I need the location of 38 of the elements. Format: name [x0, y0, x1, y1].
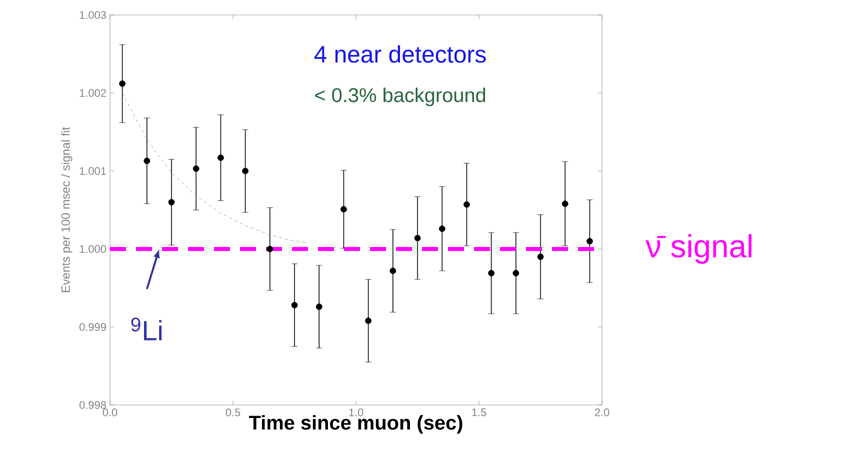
y-tick-label: 1.002 — [80, 89, 106, 97]
point — [414, 234, 421, 242]
point — [242, 168, 249, 174]
x-tick-label: 0.0 — [102, 408, 118, 416]
point — [464, 201, 470, 208]
y-axis-title: Events per 100 msec / signal fit — [61, 127, 72, 292]
y-tick-label: 0.999 — [79, 323, 106, 331]
point — [218, 154, 224, 161]
annotation: < 0.3% background — [315, 88, 486, 106]
x-tick-label: 2.0 — [594, 408, 610, 416]
point — [438, 226, 446, 232]
annotation: 4 near detectors — [314, 45, 486, 63]
point — [390, 268, 396, 274]
point — [562, 200, 568, 207]
point — [512, 270, 520, 276]
y-tick-label: 0.998 — [79, 401, 106, 409]
line-series — [122, 92, 308, 243]
point — [537, 254, 544, 260]
point — [291, 302, 298, 308]
point — [266, 246, 274, 252]
point — [168, 198, 175, 206]
point — [488, 270, 495, 276]
x-tick-label: 0.5 — [226, 408, 240, 416]
x-tick-label: 1.0 — [349, 408, 364, 416]
point — [192, 165, 200, 172]
y-tick-label: 1.003 — [80, 11, 106, 19]
point — [586, 238, 593, 244]
point — [365, 318, 372, 324]
point — [316, 304, 322, 310]
y-tick-label: 1.001 — [80, 167, 106, 175]
point — [340, 206, 347, 212]
point — [119, 80, 126, 87]
y-tick-label: 1.000 — [80, 245, 106, 253]
point — [144, 158, 150, 164]
annotation: $^{9}$Li — [131, 318, 162, 340]
ref-line-label: ν̄ signal — [646, 234, 752, 264]
x-axis-title: Time since muon (sec) — [249, 415, 462, 434]
x-tick-label: 1.5 — [472, 408, 486, 416]
